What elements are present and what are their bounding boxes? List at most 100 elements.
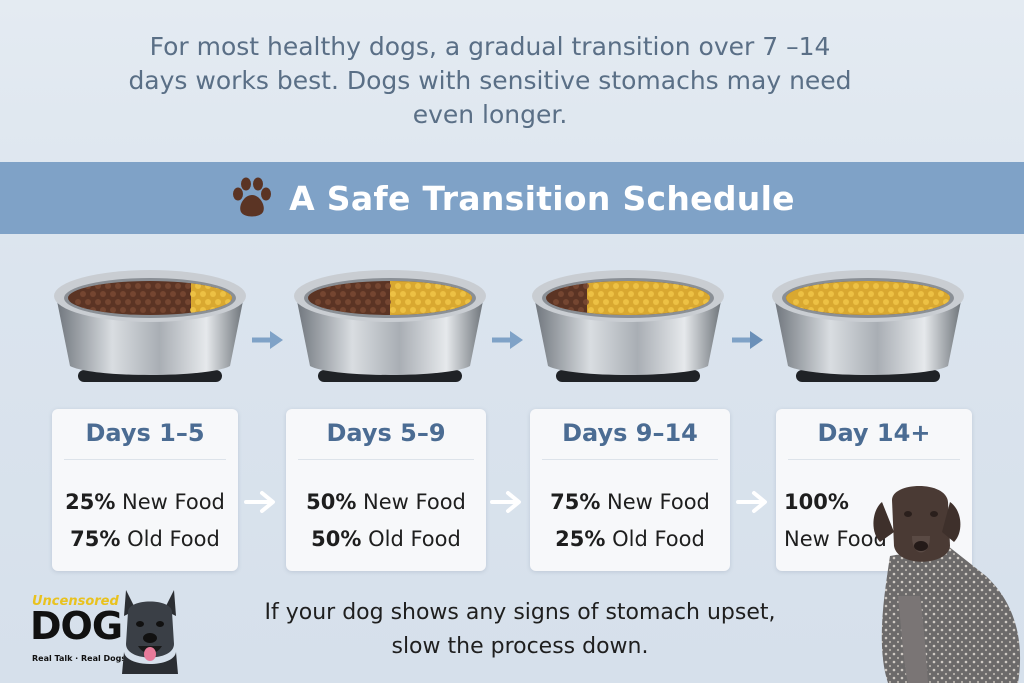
new-food-pct: 25% [65,490,116,514]
kibble [380,307,386,313]
card-ratio: 50% New Food 50% Old Food [286,484,486,558]
kibble [405,283,411,289]
kibble [355,299,361,305]
kibble [828,307,834,313]
kibble [420,307,426,313]
kibble [683,299,689,305]
kibble [563,299,569,305]
kibble [638,307,644,313]
kibble [673,283,679,289]
kibble [663,283,669,289]
old-food-label: Old Food [605,527,705,551]
old-food-pct: 75% [70,527,121,551]
kibble [205,299,211,305]
banner-title: A Safe Transition Schedule [289,178,795,218]
kibble [888,291,894,297]
kibble [853,299,859,305]
kibble [863,299,869,305]
kibble [400,291,406,297]
kibble [838,307,844,313]
kibble [823,299,829,305]
kibble [603,299,609,305]
kibble [350,307,356,313]
kibble [410,291,416,297]
kibble [180,307,186,313]
kibble [140,291,146,297]
arrow-right-icon [732,331,763,349]
kibble [583,283,589,289]
kibble [220,291,226,297]
arrow-right-icon [252,331,283,349]
kibble [893,283,899,289]
kibble [648,291,654,297]
kibble [370,291,376,297]
kibble [668,291,674,297]
logo-tagline-top: Uncensored [32,594,119,609]
kibble [100,307,106,313]
kibble [120,291,126,297]
schedule-card-step-2: Days 5–9 50% New Food 50% Old Food [286,409,486,571]
arrow-right-icon [490,491,521,513]
kibble [435,299,441,305]
kibble [360,291,366,297]
kibble [455,299,461,305]
kibble [633,283,639,289]
kibble [568,291,574,297]
kibble [125,283,131,289]
kibble [648,307,654,313]
kibble [175,283,181,289]
kibble [115,283,121,289]
kibble [160,307,166,313]
kibble [578,291,584,297]
kibble [145,283,151,289]
footnote-text: If your dog shows any signs of stomach u… [264,600,776,659]
kibble [75,299,81,305]
kibble [200,291,206,297]
kibble [603,283,609,289]
kibble [833,299,839,305]
kibble [425,283,431,289]
old-food-pct: 50% [311,527,362,551]
kibble [405,299,411,305]
card-ratio: 100% New Food [776,484,972,558]
kibble [110,291,116,297]
kibble [140,307,146,313]
brand-logo: Uncensored DOG Real Talk · Real Dogs [24,582,184,674]
kibble [593,299,599,305]
card-title: Days 9–14 [562,419,698,447]
kibble [628,291,634,297]
dog-illustration [873,486,1021,683]
section-banner: A Safe Transition Schedule [0,162,1024,234]
dog-mascot-icon [122,590,178,674]
kibble [808,291,814,297]
kibble [693,299,699,305]
kibble [883,283,889,289]
schedule-card-step-3: Days 9–14 75% New Food 25% Old Food [530,409,730,571]
kibble [903,283,909,289]
kibble [868,291,874,297]
kibble [598,307,604,313]
kibble [150,307,156,313]
divider [542,459,718,460]
kibble [848,291,854,297]
card-ratio: 75% New Food 25% Old Food [530,484,730,558]
intro-text: For most healthy dogs, a gradual transit… [128,32,852,129]
kibble [598,291,604,297]
kibble [345,299,351,305]
kibble [678,291,684,297]
kibble [858,307,864,313]
kibble [370,307,376,313]
kibble [80,291,86,297]
kibble [833,283,839,289]
kibble [150,291,156,297]
kibble [185,283,191,289]
kibble [878,291,884,297]
kibble [170,291,176,297]
kibble [578,307,584,313]
kibble [923,299,929,305]
kibble [420,291,426,297]
kibble [125,299,131,305]
kibble [385,299,391,305]
new-food-pct: 100% [784,490,849,514]
kibble [190,307,196,313]
